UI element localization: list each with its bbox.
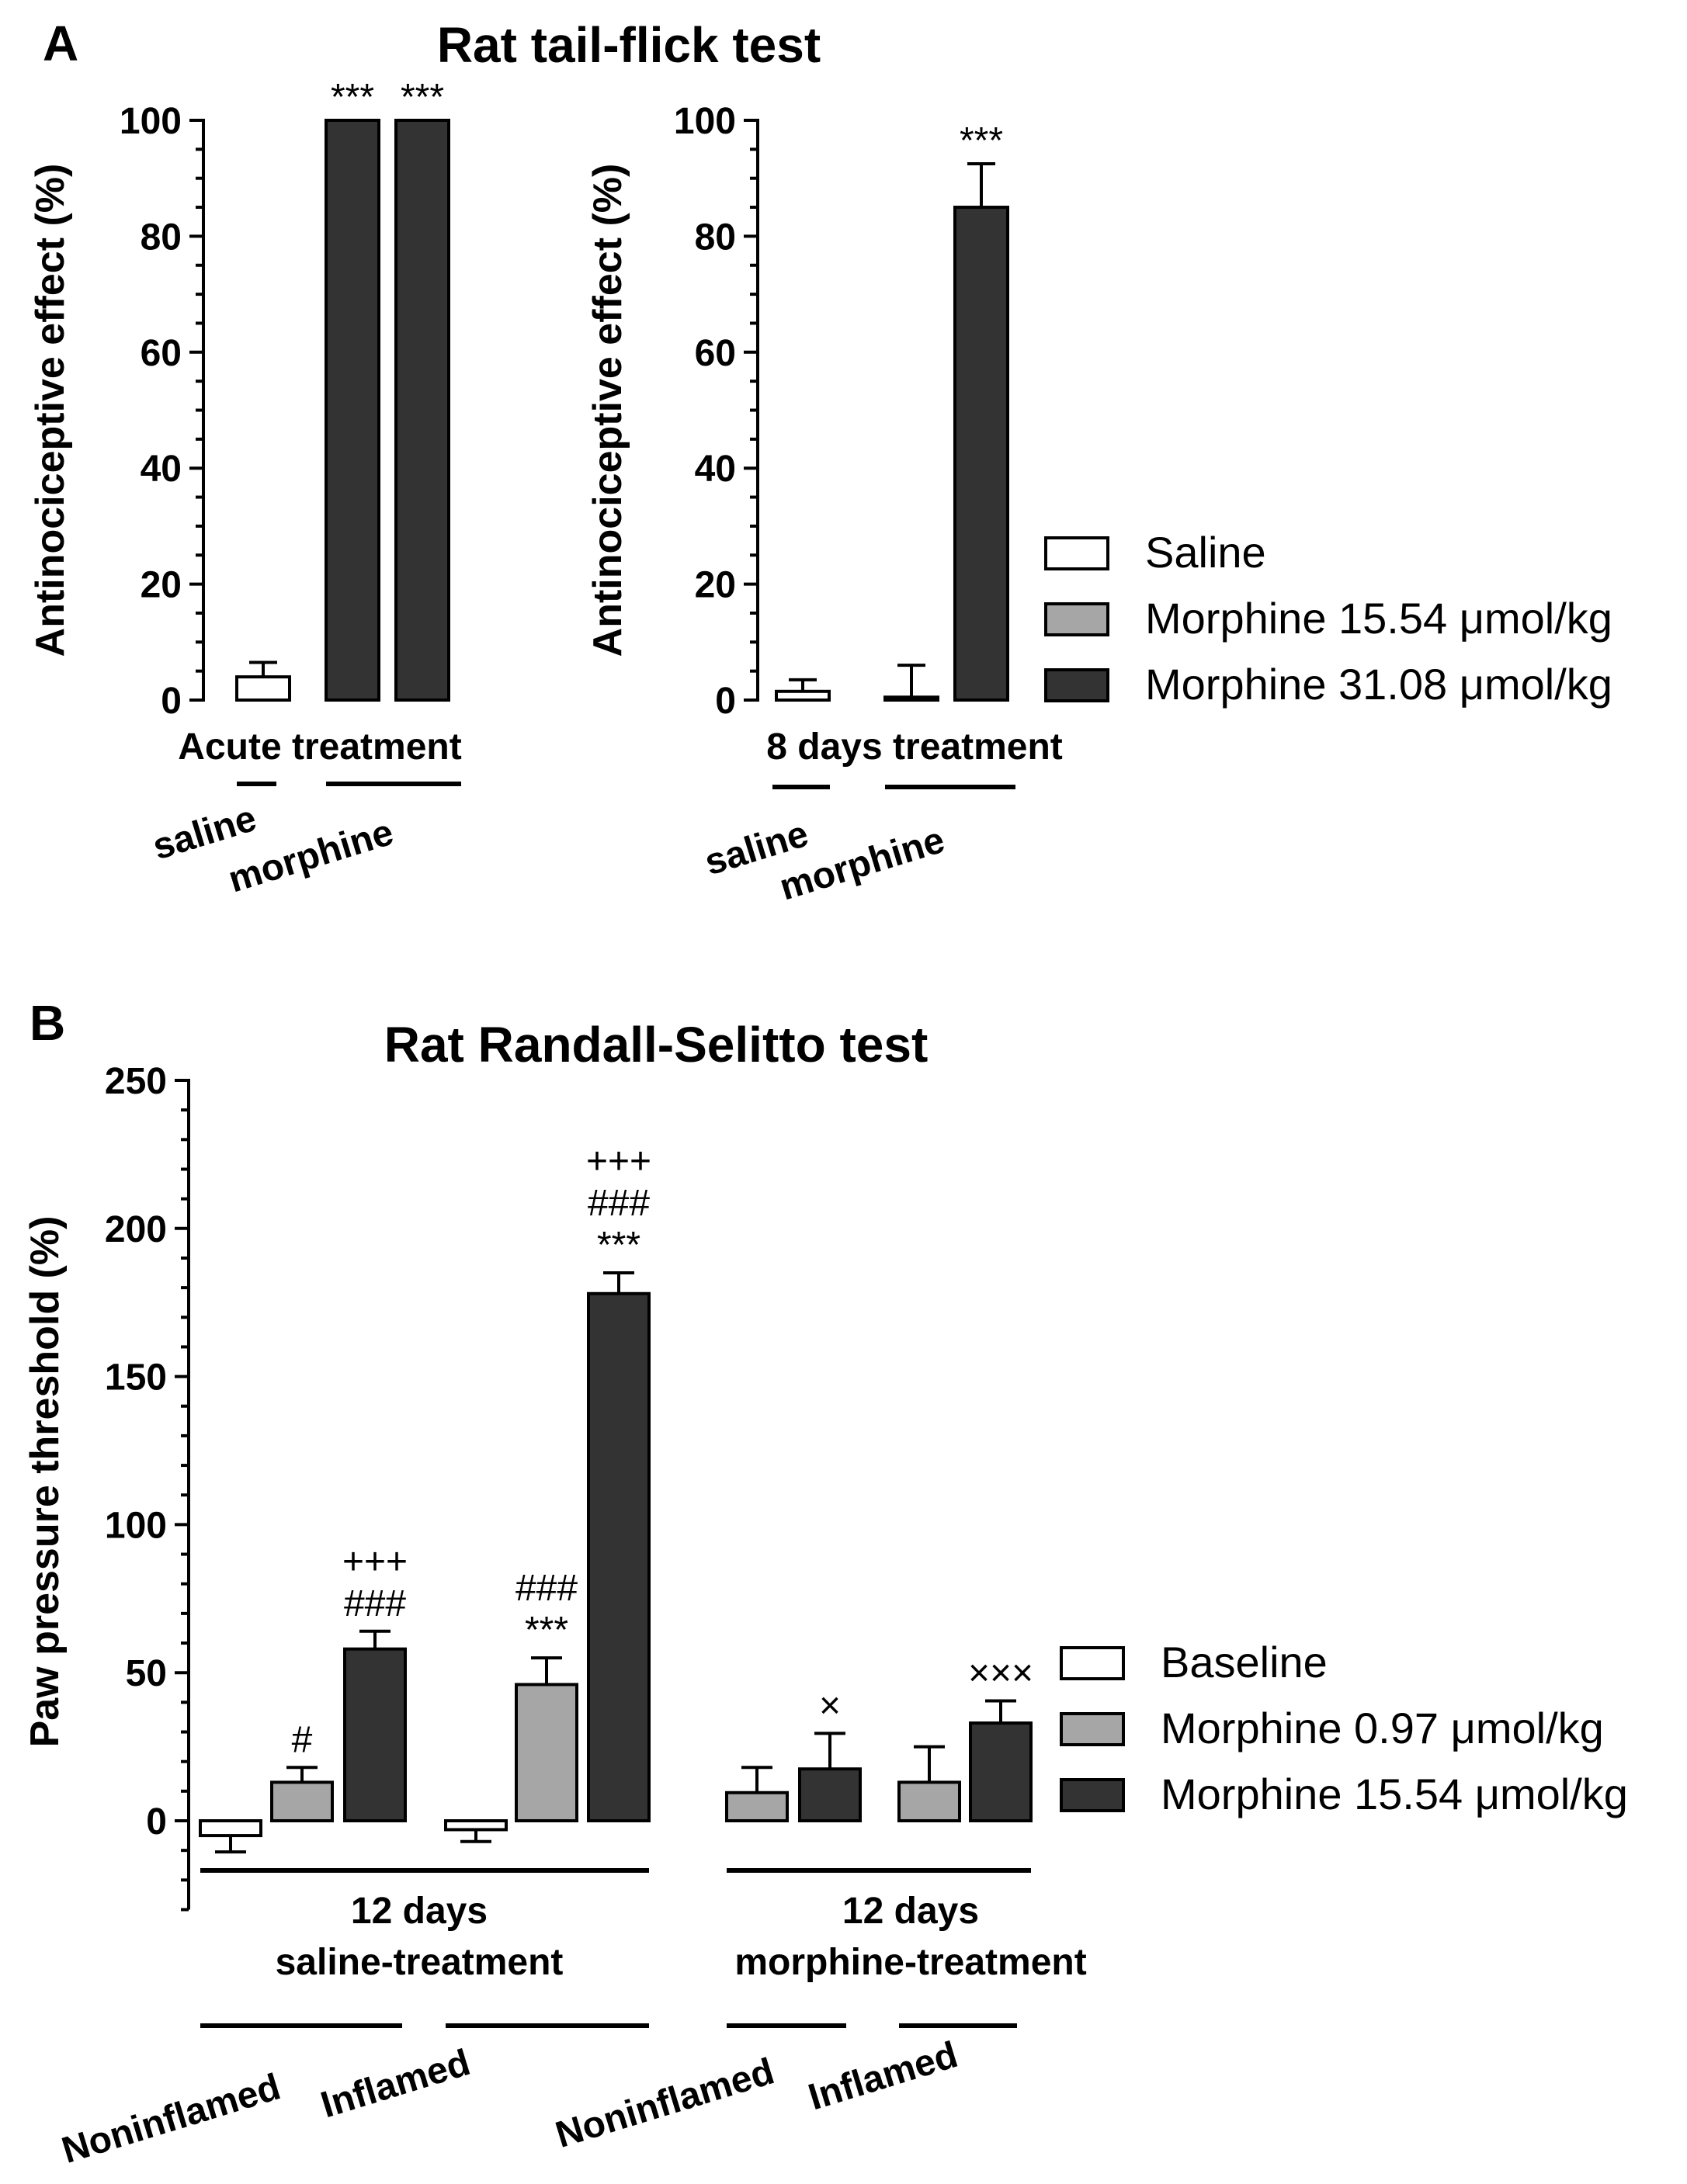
y-axis-label: Antinociceptive effect (%) <box>28 164 73 657</box>
bar <box>270 1780 334 1823</box>
chart-randall-selitto: 0 50 100 150 200 250 Paw pressure threshold (%… <box>23 1061 1087 2172</box>
y-tick-label: 0 <box>146 1801 167 1843</box>
panel-letter-b: B <box>30 995 65 1051</box>
x-axis-label: Acute treatment <box>178 726 461 768</box>
legend-a: Saline Morphine 15.54 μmol/kg Morphine 31.… <box>1044 528 1612 709</box>
significance-label: *** <box>597 1225 640 1266</box>
panel-a: A Rat tail-flick test 0 20 40 60 80 100 Antino… <box>28 16 1612 908</box>
significance-label: × <box>819 1685 841 1726</box>
significance-label: ### <box>588 1183 650 1224</box>
legend-label: Morphine 15.54 μmol/kg <box>1161 1770 1628 1818</box>
chart-acute: 0 20 40 60 80 100 Antinociceptive effect (%) **… <box>28 77 462 900</box>
treatment-group-label: morphine-treatment <box>734 1942 1086 1983</box>
significance-label: *** <box>960 120 1003 161</box>
legend-label: Morphine 31.08 μmol/kg <box>1145 660 1612 709</box>
y-tick-label: 100 <box>120 101 182 142</box>
y-tick-label: 20 <box>695 565 736 606</box>
bar <box>325 119 380 702</box>
legend-swatch <box>1060 1646 1125 1680</box>
treatment-group-label: saline-treatment <box>276 1942 564 1983</box>
significance-label: # <box>292 1719 313 1760</box>
bar <box>587 1291 651 1822</box>
y-tick-label: 40 <box>695 449 736 490</box>
x-axis-label: 8 days treatment <box>766 726 1063 768</box>
legend-swatch <box>1044 602 1109 636</box>
y-tick-label: 60 <box>141 333 182 374</box>
legend-swatch <box>1044 668 1109 702</box>
chart-8-days: 0 20 40 60 80 100 Antinociceptive effect (%) **… <box>585 101 1063 908</box>
y-tick-label: 50 <box>126 1653 167 1694</box>
panel-b: B Rat Randall-Selitto test 0 50 100 150 200 2… <box>23 995 1628 2172</box>
subgroup-label: Noninflamed <box>551 2051 779 2156</box>
legend-label: Saline <box>1145 528 1266 577</box>
legend-swatch <box>1060 1712 1125 1746</box>
y-tick-label: 0 <box>715 681 736 722</box>
y-tick-label: 60 <box>695 333 736 374</box>
y-tick-label: 0 <box>161 681 182 722</box>
y-tick-label: 40 <box>141 449 182 490</box>
y-tick-label: 250 <box>105 1061 167 1102</box>
bar <box>725 1791 789 1823</box>
y-tick-label: 20 <box>141 565 182 606</box>
y-tick-label: 200 <box>105 1209 167 1250</box>
y-tick-label: 80 <box>695 217 736 258</box>
panel-a-title: Rat tail-flick test <box>437 17 821 73</box>
bar <box>969 1721 1033 1823</box>
significance-label: *** <box>525 1610 568 1651</box>
subgroup-label: Noninflamed <box>57 2066 285 2172</box>
bar <box>883 695 939 702</box>
legend-swatch <box>1044 536 1109 570</box>
legend-label: Morphine 15.54 μmol/kg <box>1145 594 1612 643</box>
subgroup-label: Inflamed <box>316 2042 474 2126</box>
legend-b: Baseline Morphine 0.97 μmol/kg Morphine 15… <box>1060 1638 1628 1818</box>
bar <box>515 1683 578 1823</box>
treatment-group-label: 12 days <box>351 1891 488 1932</box>
bar <box>444 1819 508 1832</box>
panel-letter-a: A <box>43 16 78 71</box>
legend-label: Baseline <box>1161 1638 1328 1687</box>
bar <box>897 1780 961 1823</box>
panel-b-title: Rat Randall-Selitto test <box>384 1017 929 1073</box>
bar <box>343 1647 407 1823</box>
y-tick-label: 100 <box>105 1505 167 1546</box>
legend-label: Morphine 0.97 μmol/kg <box>1161 1704 1604 1752</box>
bar <box>775 689 831 702</box>
y-axis-label: Paw pressure threshold (%) <box>23 1216 68 1748</box>
subgroup-label: Inflamed <box>804 2034 962 2118</box>
significance-label: +++ <box>342 1541 408 1583</box>
bar <box>235 675 291 702</box>
significance-label: *** <box>401 77 444 118</box>
bar <box>199 1819 262 1838</box>
bar <box>798 1767 862 1822</box>
legend-swatch <box>1060 1778 1125 1812</box>
significance-label: ### <box>515 1568 578 1609</box>
significance-label: ××× <box>968 1652 1033 1693</box>
y-tick-label: 150 <box>105 1357 167 1399</box>
bar <box>953 206 1009 702</box>
treatment-group-label: 12 days <box>842 1891 979 1932</box>
significance-label: *** <box>331 77 374 118</box>
y-tick-label: 100 <box>674 101 736 142</box>
significance-label: ### <box>344 1583 406 1624</box>
y-axis-label: Antinociceptive effect (%) <box>585 164 630 657</box>
bar <box>394 119 450 702</box>
y-tick-label: 80 <box>141 217 182 258</box>
significance-label: +++ <box>586 1141 651 1182</box>
